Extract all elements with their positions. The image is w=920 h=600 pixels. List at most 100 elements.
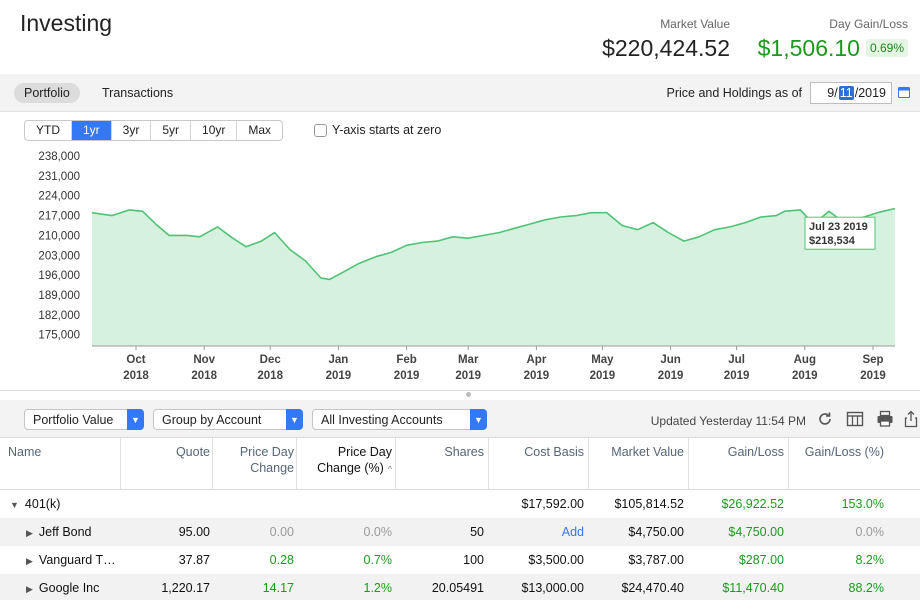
y-axis-tick-label: 203,000 [38, 250, 80, 262]
date-year[interactable]: /2019 [854, 86, 886, 100]
gain-loss-cell: $11,470.40 [722, 581, 784, 595]
time-range-selector: YTD 1yr 3yr 5yr 10yr Max [24, 120, 284, 141]
x-axis-month-label: Jun [660, 354, 680, 366]
yaxis-zero-checkbox[interactable] [314, 123, 327, 137]
column-header-quote[interactable]: Quote [175, 445, 210, 459]
column-header-price-day-change[interactable]: Price Day Change [239, 445, 294, 475]
cost-basis-cell: $13,000.00 [521, 581, 584, 595]
gain-loss-pct-cell: 0.0% [855, 525, 885, 539]
x-axis-month-label: Jan [328, 354, 348, 366]
disclosure-expanded-icon[interactable]: ▼ [10, 500, 19, 510]
range-10yr-button[interactable]: 10yr [191, 121, 238, 140]
print-icon[interactable] [876, 410, 894, 428]
table-row-vanguard[interactable]: ▶ Vanguard T… 37.87 0.28 0.7% 100 $3,500.… [0, 546, 920, 574]
column-header-price-day-change-pct[interactable]: Price Day Change (%) ^ [317, 445, 392, 475]
view-dropdown[interactable]: Portfolio Value ▼ [24, 409, 144, 430]
yaxis-zero-toggle[interactable]: Y-axis starts at zero [314, 123, 441, 137]
column-header-cost-basis[interactable]: Cost Basis [524, 445, 584, 459]
y-axis-tick-label: 231,000 [38, 171, 80, 183]
x-axis-month-label: Nov [193, 354, 215, 366]
gain-loss-pct-cell: 8.2% [855, 553, 885, 567]
y-axis-tick-label: 189,000 [38, 290, 80, 302]
column-header-name[interactable]: Name [8, 445, 42, 459]
x-axis-month-label: Mar [458, 354, 479, 366]
gain-loss-cell: $287.00 [738, 553, 784, 567]
price-change-cell: 14.17 [262, 581, 294, 595]
market-value-cell: $24,470.40 [621, 581, 684, 595]
chart-tooltip [804, 216, 876, 250]
column-header-gain-loss[interactable]: Gain/Loss [727, 445, 784, 459]
accounts-dropdown[interactable]: All Investing Accounts ▼ [312, 409, 487, 430]
portfolio-value-chart[interactable]: 175,000 182,000 189,000 196,000 203,000 210,0… [0, 148, 920, 388]
as-of-date-field[interactable]: 9/11/2019 [810, 82, 892, 104]
x-axis-month-label: Aug [794, 354, 816, 366]
market-value: $220,424.52 [602, 35, 730, 61]
table-row-401k[interactable]: ▼ 401(k) $17,592.00 $105,814.52 $26,922.5… [0, 490, 920, 518]
x-axis-month-label: Sep [862, 354, 883, 366]
calendar-icon[interactable] [898, 86, 910, 98]
x-axis-month-label: Jul [728, 354, 745, 366]
range-3yr-button[interactable]: 3yr [112, 121, 152, 140]
tab-transactions[interactable]: Transactions [102, 86, 174, 100]
updated-status: Updated Yesterday 11:54 PM [650, 414, 806, 428]
disclosure-collapsed-icon[interactable]: ▶ [26, 556, 33, 566]
disclosure-collapsed-icon[interactable]: ▶ [26, 528, 33, 538]
tab-portfolio[interactable]: Portfolio [14, 83, 80, 103]
range-max-button[interactable]: Max [248, 123, 272, 137]
price-change-pct-cell: 1.2% [363, 581, 393, 595]
market-value-block: Market Value $220,424.52 [602, 17, 730, 63]
y-axis-tick-label: 224,000 [38, 191, 80, 203]
x-axis-year-label: 2018 [123, 370, 149, 382]
column-header-shares[interactable]: Shares [444, 445, 484, 459]
tooltip-date: Jul 23 2019 [809, 221, 868, 233]
splitter-handle[interactable] [466, 392, 471, 397]
range-ytd-button[interactable]: YTD [25, 121, 72, 140]
date-day[interactable]: 11 [838, 86, 854, 100]
table-row-jeff-bond[interactable]: ▶ Jeff Bond 95.00 0.00 0.0% 50 Add $4,750… [0, 518, 920, 546]
column-header-gain-loss-pct[interactable]: Gain/Loss (%) [804, 445, 884, 459]
disclosure-collapsed-icon[interactable]: ▶ [26, 584, 33, 594]
header: Investing Market Value $220,424.52 Day G… [0, 0, 920, 74]
holdings-toolbar: Portfolio Value ▼ Group by Account ▼ All… [0, 400, 920, 438]
x-axis-year-label: 2019 [455, 370, 481, 382]
table-row-google[interactable]: ▶ Google Inc 1,220.17 14.17 1.2% 20.05491… [0, 574, 920, 600]
x-axis-month-label: Apr [526, 354, 546, 366]
day-gain-percent-badge: 0.69% [865, 39, 908, 57]
shares-cell: 100 [463, 553, 484, 567]
column-header-market-value[interactable]: Market Value [611, 445, 684, 459]
group-dropdown[interactable]: Group by Account ▼ [153, 409, 303, 430]
sort-ascending-icon: ^ [387, 464, 392, 474]
x-axis-month-label: Oct [126, 354, 145, 366]
market-value-cell: $4,750.00 [628, 525, 684, 539]
table-header: Name Quote Price Day Change Price Day Chan… [0, 438, 920, 490]
x-axis-year-label: 2019 [524, 370, 550, 382]
x-axis-month-label: Dec [260, 354, 282, 366]
refresh-icon[interactable] [816, 410, 834, 428]
chevron-down-icon: ▼ [470, 409, 487, 430]
quote-cell: 37.87 [178, 553, 210, 567]
price-change-cell: 0.28 [269, 553, 294, 567]
x-axis-year-label: 2019 [860, 370, 886, 382]
market-value-label: Market Value [660, 17, 730, 31]
holding-name: Jeff Bond [38, 525, 92, 539]
pane-splitter[interactable] [0, 390, 920, 400]
as-of-label: Price and Holdings as of [666, 86, 803, 100]
holding-name: Google Inc [38, 581, 100, 595]
columns-icon[interactable] [846, 410, 864, 428]
y-axis-tick-label: 217,000 [38, 211, 80, 223]
add-cost-basis-link[interactable]: Add [561, 525, 584, 539]
day-gain-value: $1,506.10 [757, 35, 860, 61]
gain-loss-pct-cell: 153.0% [841, 497, 884, 511]
app-title: Investing [20, 10, 113, 36]
date-month[interactable]: 9/ [827, 86, 838, 100]
share-icon[interactable] [902, 410, 920, 428]
day-gain-label: Day Gain/Loss [829, 17, 908, 31]
range-5yr-button[interactable]: 5yr [151, 121, 192, 140]
accounts-dropdown-value: All Investing Accounts [321, 412, 443, 427]
shares-cell: 50 [470, 525, 484, 539]
quote-cell: 95.00 [178, 525, 210, 539]
price-change-pct-cell: 0.7% [363, 553, 393, 567]
x-axis-year-label: 2019 [658, 370, 684, 382]
range-1yr-button[interactable]: 1yr [72, 121, 112, 140]
series-line [91, 207, 896, 281]
